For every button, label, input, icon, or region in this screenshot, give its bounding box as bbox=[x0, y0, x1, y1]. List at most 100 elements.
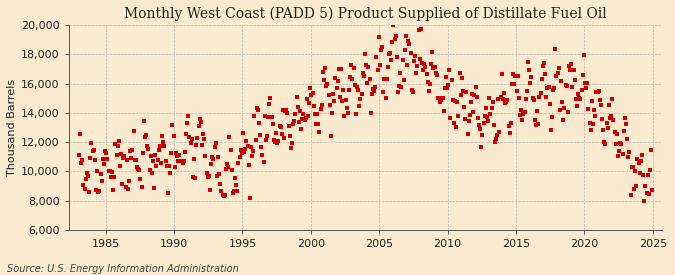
Point bbox=[397, 57, 408, 62]
Point bbox=[514, 96, 524, 101]
Point bbox=[180, 150, 190, 154]
Point bbox=[173, 153, 184, 158]
Point bbox=[277, 108, 288, 112]
Point bbox=[200, 153, 211, 158]
Point bbox=[587, 99, 597, 104]
Point bbox=[495, 94, 506, 99]
Point bbox=[342, 106, 352, 111]
Point bbox=[325, 134, 336, 139]
Point bbox=[469, 92, 480, 97]
Point bbox=[196, 142, 207, 147]
Point bbox=[273, 139, 284, 144]
Point bbox=[307, 90, 318, 95]
Point bbox=[395, 71, 406, 76]
Point bbox=[461, 89, 472, 94]
Point bbox=[429, 65, 440, 70]
Point bbox=[182, 121, 192, 125]
Point bbox=[340, 98, 351, 102]
Point bbox=[518, 112, 529, 116]
Point bbox=[272, 141, 283, 145]
Point bbox=[519, 110, 530, 114]
Point bbox=[269, 139, 280, 144]
Point bbox=[364, 76, 375, 81]
Point bbox=[489, 123, 500, 128]
Point bbox=[423, 80, 433, 84]
Point bbox=[113, 139, 124, 144]
Point bbox=[353, 88, 364, 92]
Point bbox=[529, 118, 540, 122]
Point bbox=[105, 175, 116, 179]
Point bbox=[308, 104, 319, 109]
Point bbox=[411, 71, 422, 75]
Point bbox=[350, 112, 361, 116]
Point bbox=[520, 97, 531, 101]
Point bbox=[97, 178, 107, 183]
Point bbox=[500, 101, 510, 105]
Point bbox=[142, 144, 153, 148]
Point bbox=[123, 186, 134, 191]
Point bbox=[420, 65, 431, 70]
Point bbox=[597, 117, 608, 121]
Point bbox=[620, 115, 630, 120]
Point bbox=[635, 159, 646, 163]
Point bbox=[624, 150, 634, 154]
Point bbox=[144, 168, 155, 172]
Point bbox=[355, 97, 366, 101]
Point bbox=[292, 104, 303, 109]
Point bbox=[266, 115, 277, 119]
Point bbox=[294, 120, 304, 124]
Point bbox=[90, 158, 101, 163]
Point bbox=[192, 136, 203, 141]
Point bbox=[261, 138, 271, 142]
Point bbox=[459, 104, 470, 109]
Point bbox=[365, 111, 376, 116]
Point bbox=[338, 88, 349, 92]
Point bbox=[215, 182, 225, 186]
Point bbox=[534, 95, 545, 99]
Point bbox=[503, 124, 514, 129]
Point bbox=[379, 77, 389, 82]
Point bbox=[541, 95, 551, 99]
Point bbox=[317, 70, 328, 75]
Point bbox=[199, 137, 210, 141]
Point bbox=[84, 190, 95, 194]
Point bbox=[392, 55, 402, 59]
Point bbox=[375, 63, 385, 67]
Point bbox=[347, 77, 358, 81]
Point bbox=[234, 155, 245, 159]
Point bbox=[419, 62, 430, 66]
Point bbox=[487, 100, 498, 104]
Point bbox=[474, 123, 485, 127]
Point bbox=[375, 48, 386, 52]
Point bbox=[279, 136, 290, 141]
Point bbox=[275, 125, 286, 130]
Point bbox=[302, 114, 313, 118]
Point bbox=[302, 97, 313, 101]
Point bbox=[493, 97, 504, 102]
Point bbox=[167, 123, 178, 128]
Point bbox=[502, 98, 513, 102]
Point bbox=[230, 176, 240, 181]
Point bbox=[324, 103, 335, 108]
Point bbox=[559, 106, 570, 111]
Point bbox=[540, 72, 551, 76]
Point bbox=[219, 193, 230, 197]
Point bbox=[290, 112, 301, 116]
Point bbox=[562, 110, 573, 114]
Point bbox=[287, 141, 298, 145]
Point bbox=[211, 141, 221, 146]
Point bbox=[390, 34, 401, 38]
Point bbox=[88, 148, 99, 152]
Point bbox=[223, 165, 234, 169]
Point bbox=[463, 119, 474, 123]
Point bbox=[539, 60, 549, 65]
Point bbox=[574, 96, 585, 100]
Y-axis label: Thousand Barrels: Thousand Barrels bbox=[7, 79, 17, 176]
Point bbox=[74, 153, 84, 157]
Point bbox=[166, 151, 177, 156]
Point bbox=[136, 185, 147, 189]
Point bbox=[587, 122, 598, 127]
Point bbox=[608, 118, 619, 122]
Point bbox=[97, 157, 108, 161]
Point bbox=[213, 155, 223, 159]
